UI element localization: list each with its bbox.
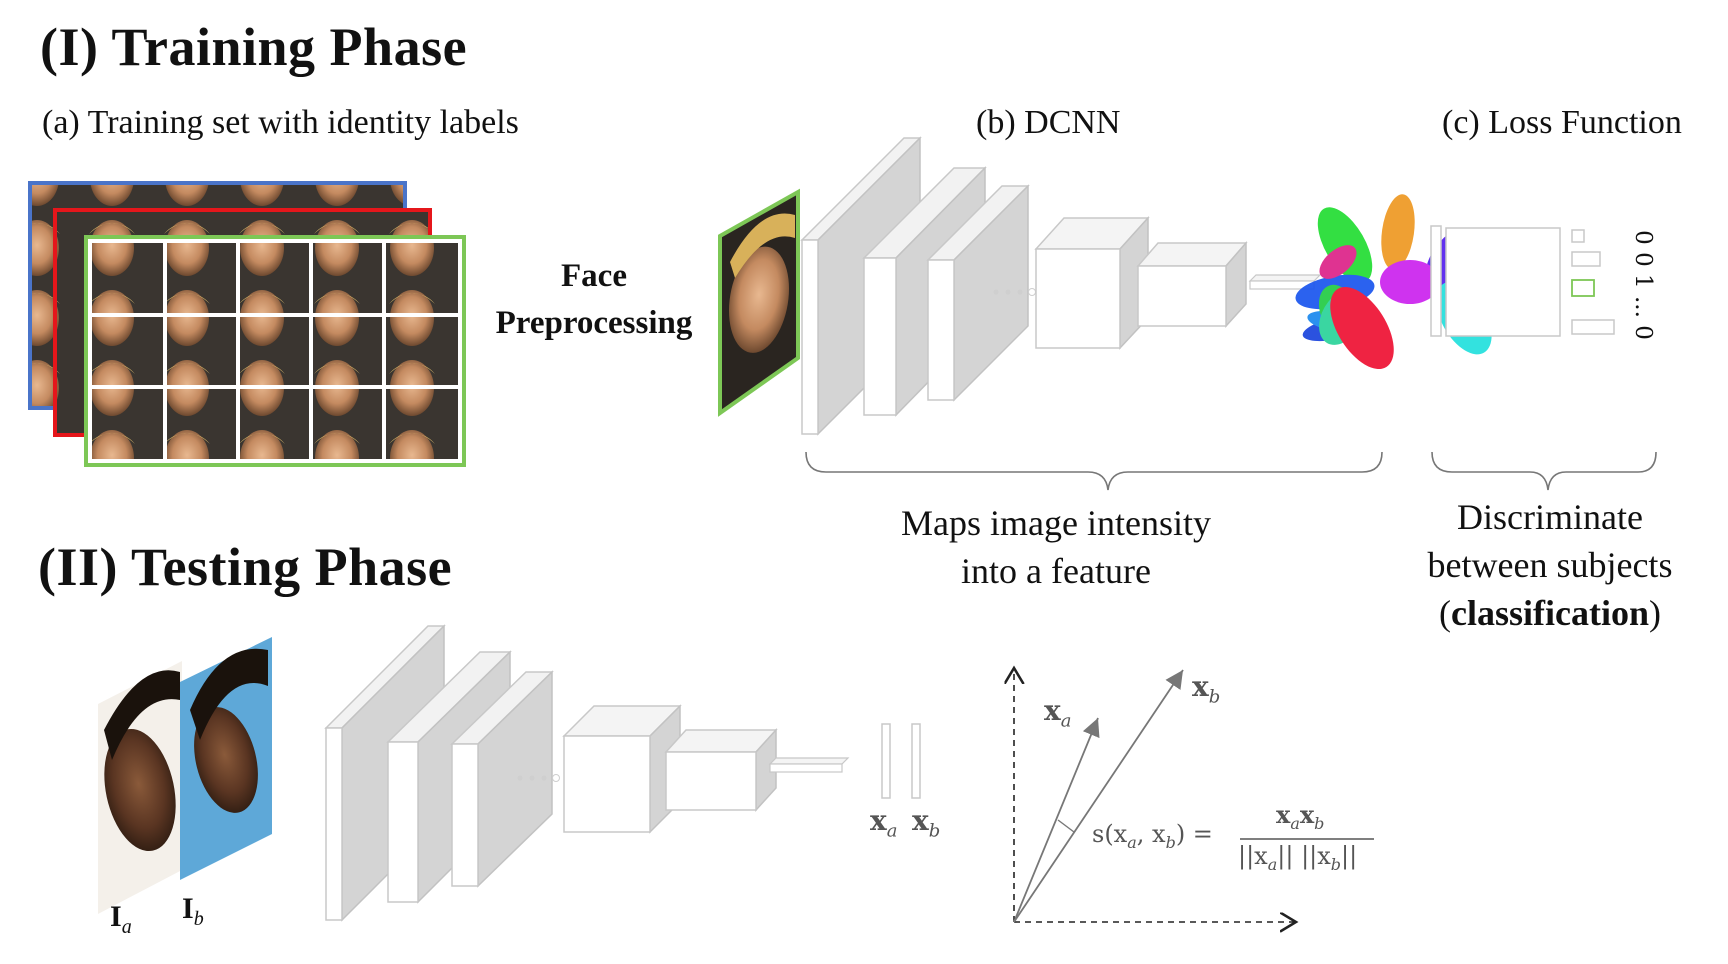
formula-denominator: ||xa|| ||xb||	[1238, 842, 1358, 874]
feature-b-label: xb	[912, 804, 941, 842]
loss-function-label: (c) Loss Function	[1442, 104, 1682, 141]
testing-phase-title: (II) Testing Phase	[38, 537, 453, 597]
feature-a-label: xa	[870, 804, 898, 842]
feature-vectors	[881, 723, 921, 799]
dcnn-brace	[805, 451, 1383, 491]
face-preprocessing-line1: Face	[561, 258, 627, 294]
formula-numerator: xaxb	[1276, 800, 1325, 833]
vector-space	[1014, 668, 1374, 922]
training-set-label: (a) Training set with identity labels	[42, 104, 519, 141]
dcnn-caption: Maps image intensity into a feature	[846, 500, 1266, 596]
image-b-label: Ib	[182, 892, 204, 930]
test-fc-block-1	[562, 704, 682, 834]
training-dcnn	[800, 136, 1322, 436]
preprocessed-face-icon	[718, 188, 800, 417]
dcnn-label: (b) DCNN	[976, 104, 1121, 141]
vector-a-label: xa	[1044, 694, 1072, 732]
fc-block-1	[1034, 216, 1150, 350]
one-hot-text: 0 0 1 ... 0	[1630, 230, 1656, 340]
similarity-formula: s(xa, xb) =	[1092, 820, 1213, 852]
loss-caption: Discriminate between subjects (classific…	[1390, 494, 1710, 638]
dcnn-caption-line1: Maps image intensity	[901, 503, 1211, 543]
vector-b-label: xb	[1192, 670, 1221, 708]
test-fc-block-2	[664, 728, 778, 812]
loss-caption-line1: Discriminate	[1457, 497, 1643, 537]
one-hot-label: 0 0 1 ... 0	[1630, 228, 1656, 342]
fc-block-2	[1136, 240, 1248, 328]
dcnn-caption-line2: into a feature	[961, 550, 1151, 591]
training-phase-title: (I) Training Phase	[40, 17, 468, 77]
loss-caption-line2: between subjects	[1427, 544, 1673, 585]
test-face-b-icon	[180, 637, 272, 880]
face-preprocessing-label: Face Preprocessing	[470, 253, 718, 347]
loss-brace	[1431, 451, 1657, 491]
feature-bar	[1248, 274, 1322, 290]
test-feature-bar	[768, 757, 850, 773]
face-grid	[92, 243, 458, 459]
test-face-a-icon	[98, 661, 182, 914]
training-set-stack	[28, 181, 466, 467]
conv-layer-3	[926, 184, 1030, 402]
ellipsis-dots	[993, 288, 1036, 296]
face-preprocessing-line2: Preprocessing	[495, 304, 693, 341]
test-conv-layer-3	[450, 670, 554, 888]
loss-caption-line3: (classification)	[1439, 592, 1661, 633]
testing-dcnn	[324, 624, 921, 922]
loss-function-block	[1430, 225, 1615, 337]
classification-word: classification	[1451, 592, 1649, 633]
image-a-label: Ia	[110, 900, 132, 938]
